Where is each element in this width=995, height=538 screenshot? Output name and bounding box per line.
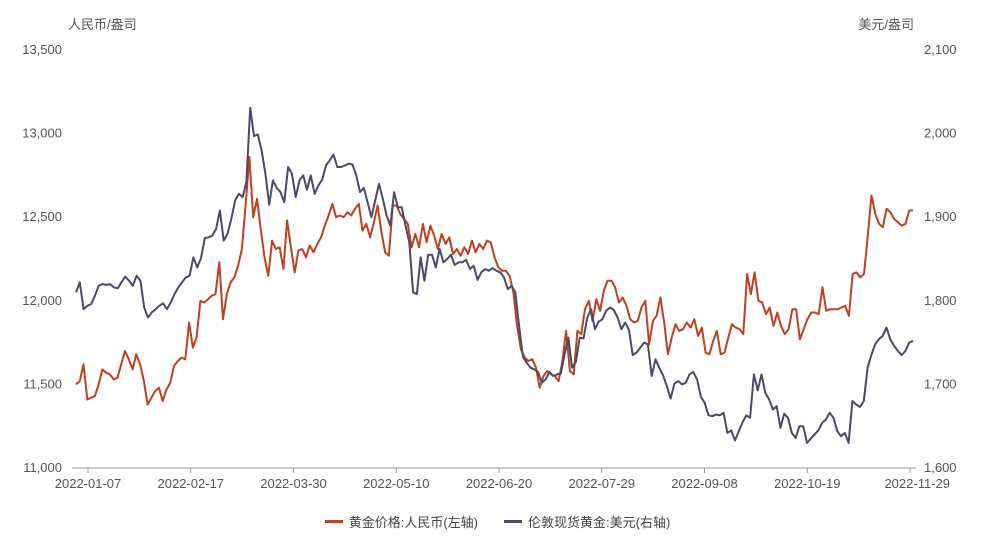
left-y-tick-label: 12,500 bbox=[22, 209, 62, 224]
legend-item-london-gold[interactable]: 伦敦现货黄金:美元(右轴) bbox=[504, 512, 670, 531]
right-y-tick-label: 2,000 bbox=[924, 126, 957, 141]
right-y-tick-label: 2,100 bbox=[924, 42, 957, 57]
left-y-tick-label: 13,000 bbox=[22, 126, 62, 141]
right-y-tick-label: 1,900 bbox=[924, 209, 957, 224]
x-tick-label: 2022-07-29 bbox=[569, 476, 636, 491]
left-y-tick-label: 11,500 bbox=[23, 376, 62, 391]
x-tick-label: 2022-11-29 bbox=[884, 476, 950, 491]
right-y-tick-label: 1,700 bbox=[924, 376, 957, 391]
legend-swatch-usd bbox=[504, 520, 522, 523]
series-line-london-gold[interactable] bbox=[75, 106, 914, 444]
left-y-tick-label: 11,000 bbox=[23, 460, 62, 475]
series-line-rmb-gold[interactable] bbox=[75, 156, 913, 406]
left-axis-unit: 人民币/盎司 bbox=[68, 17, 137, 32]
right-y-tick-label: 1,600 bbox=[924, 460, 957, 475]
line-chart: 人民币/盎司 美元/盎司 11,000 11,500 12,000 12,500 13,00… bbox=[22, 17, 957, 491]
left-y-tick-label: 12,000 bbox=[22, 293, 62, 308]
x-tick-label: 2022-06-20 bbox=[466, 476, 533, 491]
x-tick-label: 2022-01-07 bbox=[55, 476, 122, 491]
legend-item-rmb-gold[interactable]: 黄金价格:人民币(左轴) bbox=[324, 512, 478, 531]
x-tick-label: 2022-03-30 bbox=[260, 476, 327, 491]
left-y-tick-label: 13,500 bbox=[22, 42, 62, 57]
legend-label-rmb: 黄金价格:人民币(左轴) bbox=[348, 515, 478, 530]
legend-swatch-rmb bbox=[324, 520, 343, 523]
x-tick-label: 2022-02-17 bbox=[158, 476, 225, 491]
chart-legend: 黄金价格:人民币(左轴) 伦敦现货黄金:美元(右轴) bbox=[0, 512, 995, 531]
x-tick-label: 2022-05-10 bbox=[363, 476, 430, 491]
legend-label-usd: 伦敦现货黄金:美元(右轴) bbox=[528, 515, 671, 530]
right-axis-unit: 美元/盎司 bbox=[858, 17, 914, 32]
x-tick-label: 2022-09-08 bbox=[671, 476, 738, 491]
x-tick-label: 2022-10-19 bbox=[774, 476, 841, 491]
right-y-tick-label: 1,800 bbox=[924, 293, 957, 308]
